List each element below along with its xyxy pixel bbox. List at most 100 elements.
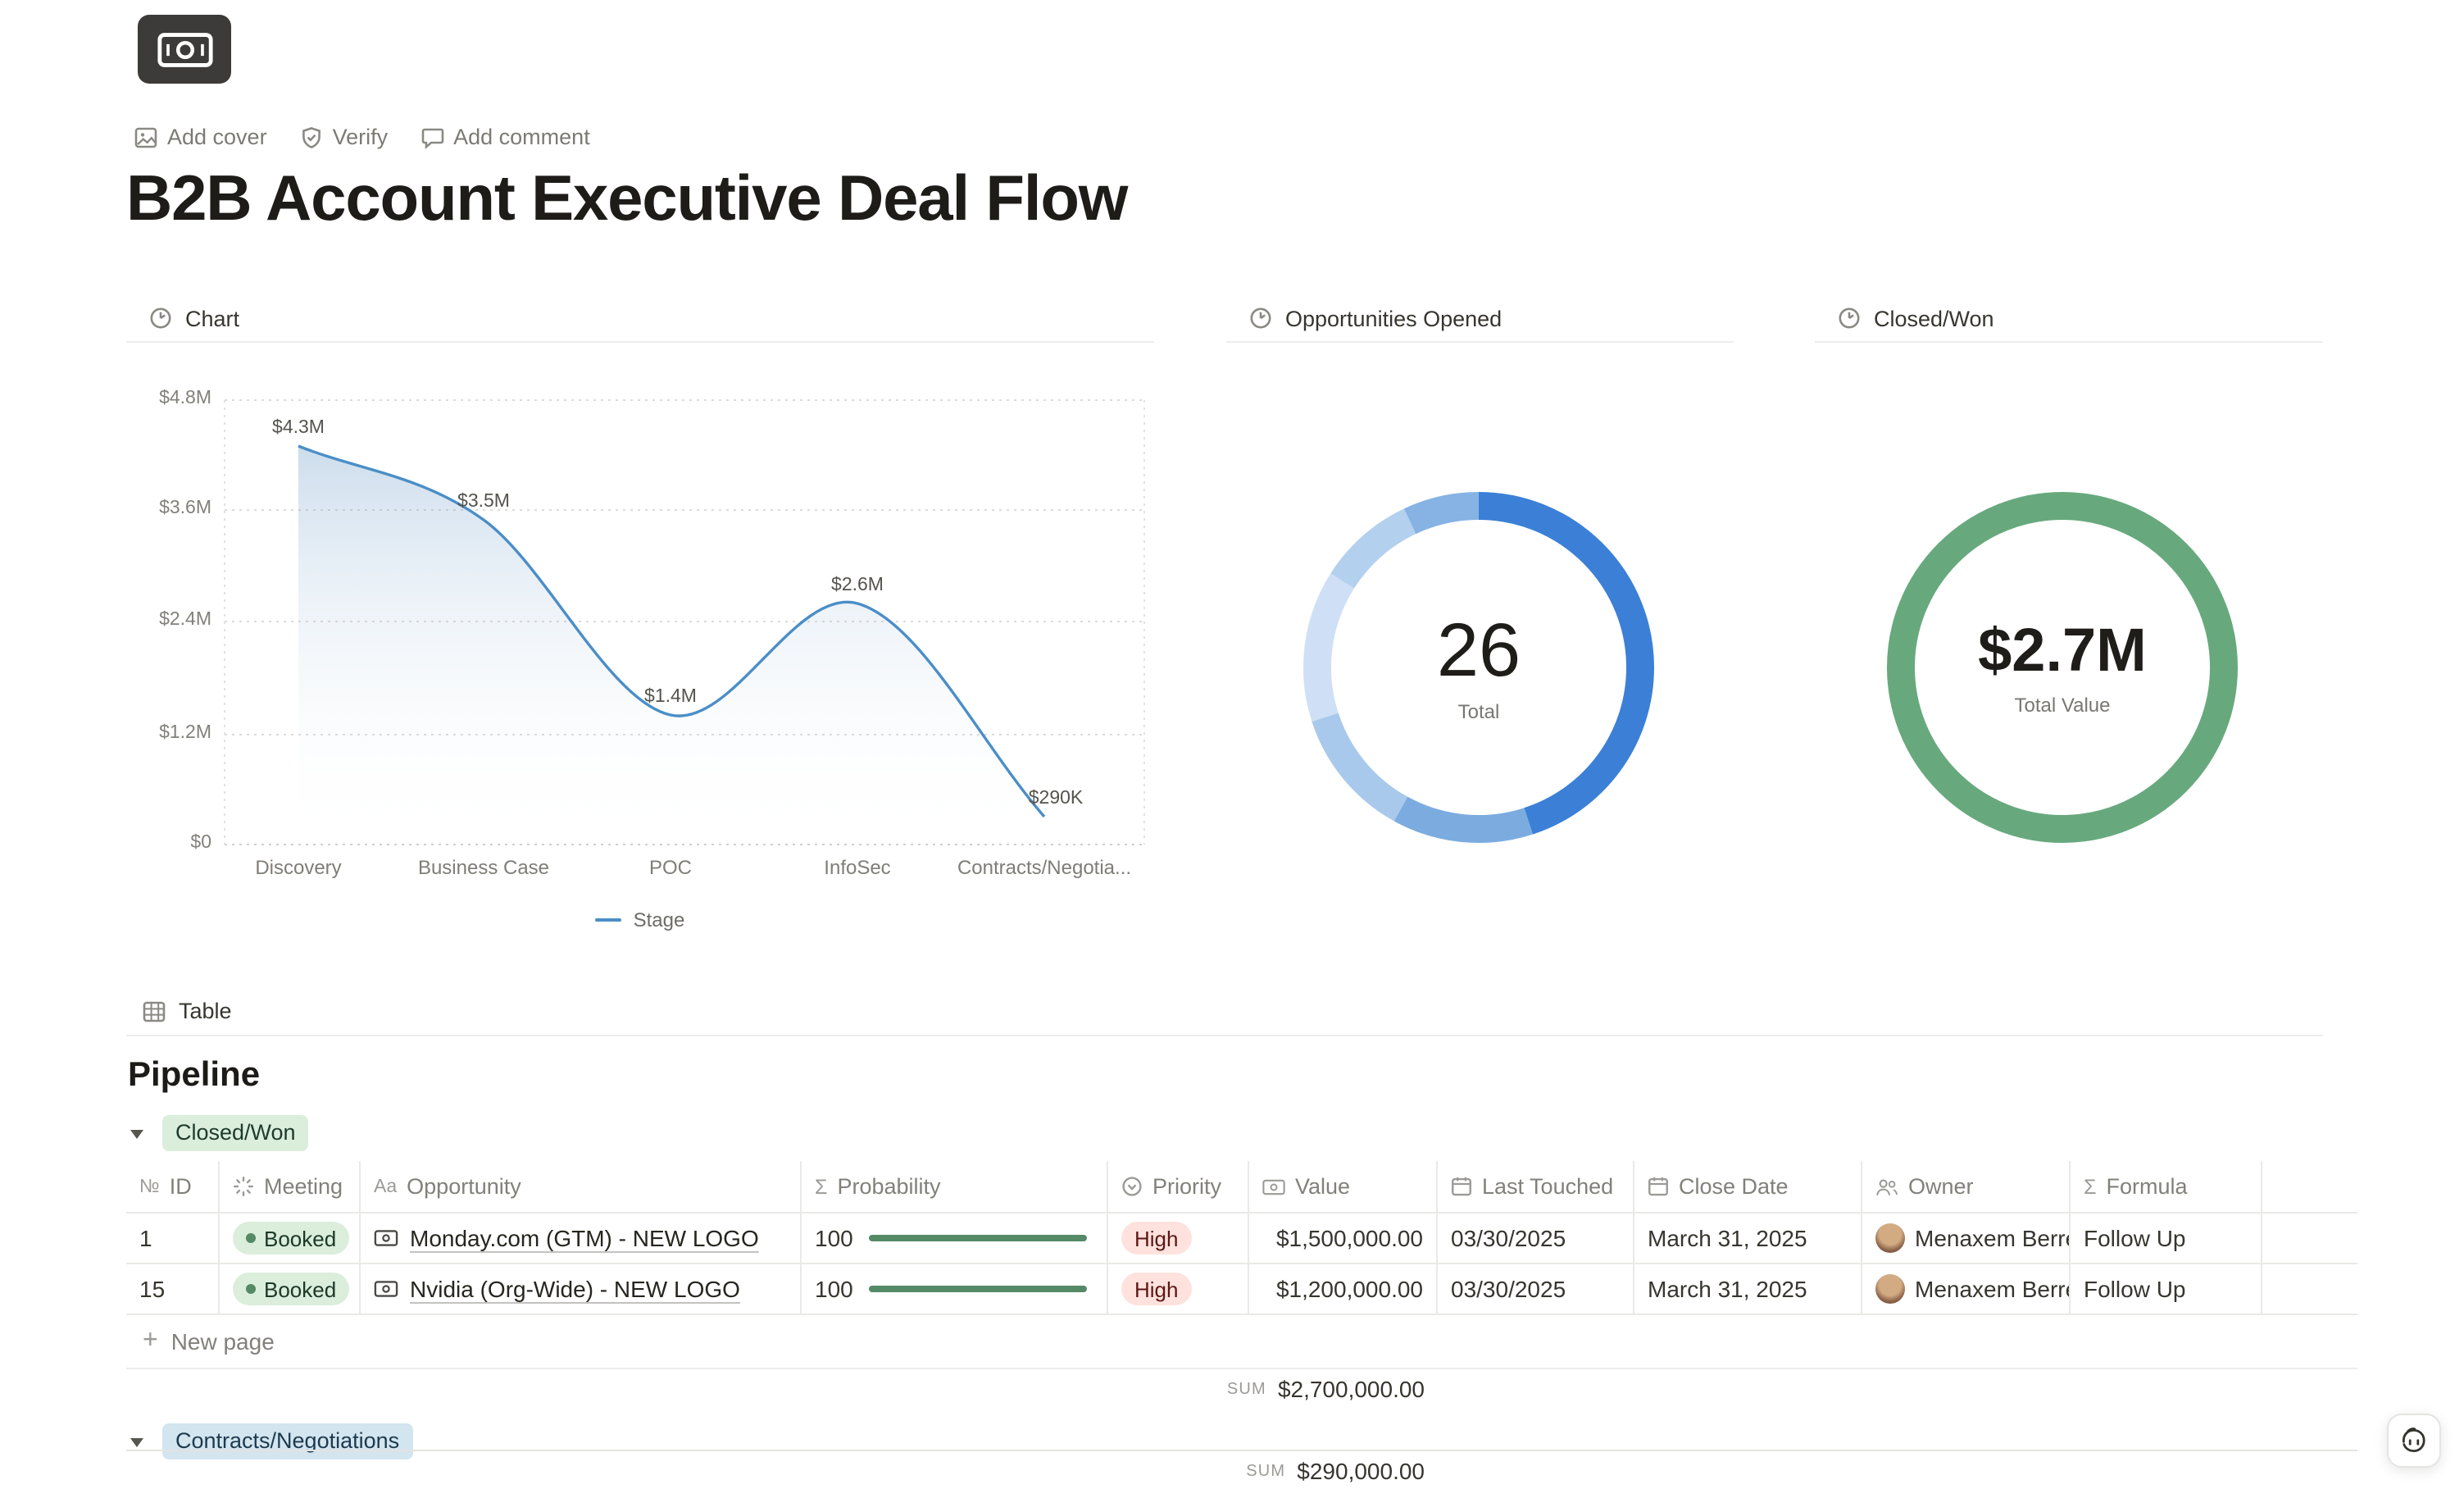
column-label: Probability	[837, 1174, 941, 1199]
cell-priority[interactable]: High	[1108, 1214, 1249, 1264]
group-sum-contracts-negotiations[interactable]: SUM $290,000.00	[126, 1456, 1438, 1486]
cell-priority[interactable]: High	[1108, 1264, 1249, 1315]
cell-close-date[interactable]: March 31, 2025	[1634, 1214, 1862, 1264]
sum-label: SUM	[1226, 1380, 1266, 1398]
cell-last-touched[interactable]: 03/30/2025	[1438, 1214, 1634, 1264]
cell-value[interactable]: $1,200,000.00	[1249, 1264, 1438, 1315]
column-header-id[interactable]: № ID	[126, 1161, 220, 1214]
people-icon	[1875, 1177, 1898, 1196]
page-title: B2B Account Executive Deal Flow	[126, 164, 1128, 235]
column-header-owner[interactable]: Owner	[1862, 1161, 2071, 1214]
column-header-opportunity[interactable]: Aa Opportunity	[361, 1161, 802, 1214]
column-header-close-date[interactable]: Close Date	[1634, 1161, 1862, 1214]
select-icon	[1121, 1176, 1143, 1197]
formula-value: Follow Up	[2084, 1276, 2186, 1302]
opportunities-card: Opportunities Opened 26 Total	[1226, 302, 1733, 958]
new-page-label: New page	[170, 1328, 275, 1355]
cell-meeting[interactable]: Booked	[220, 1264, 361, 1315]
money-page-icon	[374, 1281, 398, 1297]
chart-card-title: Chart	[185, 306, 240, 330]
page-icon-banknote[interactable]	[138, 15, 231, 84]
closed-won-view-tab[interactable]: Closed/Won	[1838, 302, 1994, 335]
cell-empty[interactable]	[2262, 1214, 2357, 1264]
group-badge-contracts-negotiations[interactable]: Contracts/Negotiations	[162, 1423, 413, 1459]
database-title: Pipeline	[128, 1056, 261, 1094]
opportunities-donut-chart	[1302, 491, 1654, 843]
cell-value[interactable]: $1,500,000.00	[1249, 1214, 1438, 1264]
closed-won-donut-center: $2.7M Total Value	[1866, 471, 2259, 864]
column-header-value[interactable]: Value	[1249, 1161, 1438, 1214]
column-header-formula[interactable]: Σ Formula	[2071, 1161, 2262, 1214]
x-label: Discovery	[255, 856, 342, 879]
row-border-line	[126, 1450, 2357, 1451]
legend-label: Stage	[633, 908, 685, 931]
owner-name: Menaxem Berreb	[1915, 1225, 2069, 1251]
collapse-toggle-icon[interactable]	[126, 1127, 148, 1139]
cell-probability[interactable]: 100	[802, 1214, 1108, 1264]
cell-formula[interactable]: Follow Up	[2071, 1214, 2262, 1264]
divider	[1226, 341, 1733, 343]
cell-owner[interactable]: Menaxem Berreb	[1862, 1214, 2071, 1264]
point-label: $1.4M	[644, 687, 697, 707]
image-icon	[134, 125, 157, 148]
cell-opportunity[interactable]: Nvidia (Org-Wide) - NEW LOGO	[361, 1264, 802, 1315]
divider	[126, 341, 1154, 343]
column-header-meeting[interactable]: Meeting	[220, 1161, 361, 1214]
opportunity-page-link[interactable]: Nvidia (Org-Wide) - NEW LOGO	[410, 1276, 740, 1302]
cell-last-touched[interactable]: 03/30/2025	[1438, 1264, 1634, 1315]
cell-owner[interactable]: Menaxem Berreb	[1862, 1264, 2071, 1315]
column-header-empty[interactable]	[2262, 1161, 2357, 1214]
collapse-toggle-icon[interactable]	[126, 1436, 148, 1447]
formula-icon: Σ	[2084, 1175, 2097, 1198]
cell-id[interactable]: 15	[126, 1264, 220, 1315]
point-label: $3.5M	[457, 492, 510, 512]
verify-button[interactable]: Verify	[300, 125, 389, 149]
column-header-probability[interactable]: Σ Probability	[802, 1161, 1108, 1214]
sum-label: SUM	[1246, 1462, 1286, 1480]
new-page-button[interactable]: + New page	[126, 1315, 2357, 1369]
column-label: Opportunity	[407, 1174, 521, 1199]
status-dot-icon	[246, 1233, 256, 1243]
group-sum-closed-won[interactable]: SUM $2,700,000.00	[126, 1374, 1438, 1404]
y-tick: $3.6M	[159, 499, 211, 518]
date-value: 03/30/2025	[1451, 1225, 1566, 1251]
x-label: Business Case	[417, 856, 550, 879]
cell-empty[interactable]	[2262, 1264, 2357, 1315]
column-header-priority[interactable]: Priority	[1108, 1161, 1249, 1214]
column-label: Meeting	[264, 1174, 343, 1199]
chart-card: Chart $4.8M $3.6M	[126, 302, 1154, 958]
status-icon	[233, 1176, 254, 1197]
closed-won-total-label: Total Value	[2014, 693, 2111, 716]
y-tick: $4.8M	[159, 389, 211, 408]
cell-id[interactable]: 1	[126, 1214, 220, 1264]
sum-value: $290,000.00	[1297, 1458, 1425, 1484]
stage-funnel-chart	[224, 399, 1145, 845]
table-view-tab[interactable]: Table	[126, 987, 2323, 1036]
cell-close-date[interactable]: March 31, 2025	[1634, 1264, 1862, 1315]
cell-opportunity[interactable]: Monday.com (GTM) - NEW LOGO	[361, 1214, 802, 1264]
chart-view-tab[interactable]: Chart	[149, 302, 239, 335]
add-comment-button[interactable]: Add comment	[421, 125, 590, 149]
cell-probability[interactable]: 100	[802, 1264, 1108, 1315]
money-icon	[1262, 1178, 1285, 1195]
cell-meeting[interactable]: Booked	[220, 1214, 361, 1264]
cell-formula[interactable]: Follow Up	[2071, 1264, 2262, 1315]
group-badge-closed-won[interactable]: Closed/Won	[162, 1115, 309, 1151]
ai-assistant-button[interactable]	[2387, 1414, 2441, 1468]
divider	[1815, 341, 2323, 343]
comment-icon	[421, 125, 443, 148]
probability-progress-bar	[869, 1286, 1087, 1292]
opportunity-page-link[interactable]: Monday.com (GTM) - NEW LOGO	[410, 1225, 759, 1251]
chart-icon	[1838, 307, 1861, 330]
table-view-label: Table	[179, 999, 232, 1023]
plus-icon: +	[143, 1327, 158, 1355]
column-header-last-touched[interactable]: Last Touched	[1438, 1161, 1634, 1214]
add-cover-button[interactable]: Add cover	[134, 125, 267, 149]
opportunities-view-tab[interactable]: Opportunities Opened	[1249, 302, 1502, 335]
legend-line-mark	[595, 918, 622, 922]
value-amount: $1,500,000.00	[1275, 1225, 1423, 1251]
column-label: Owner	[1908, 1174, 1974, 1199]
id-value: 1	[139, 1225, 152, 1251]
verify-label: Verify	[332, 125, 389, 149]
